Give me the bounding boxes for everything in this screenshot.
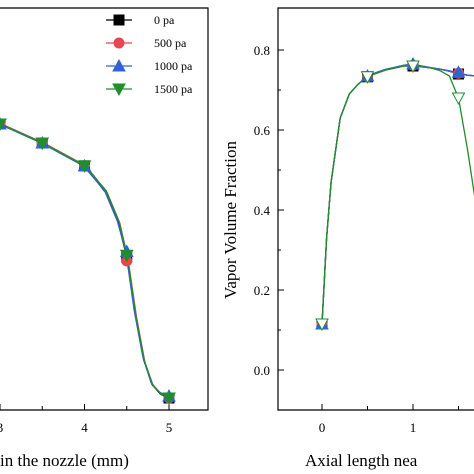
left-x-tick-label: 3 xyxy=(0,420,3,435)
right-data-point xyxy=(360,71,375,84)
right-series-line xyxy=(321,63,474,325)
left-data-point xyxy=(119,249,134,263)
left-data-point xyxy=(162,392,176,406)
right-plot-area xyxy=(315,56,474,332)
left-x-tick-label: 4 xyxy=(81,420,88,435)
right-axes-frame xyxy=(277,7,474,411)
right-y-tick-label: 0.6 xyxy=(254,123,271,138)
legend-label: 1000 pa xyxy=(154,59,193,73)
left-panel: 3 4 5 in the nozzle (mm) 0 pa 500 pa 1000 pa 15… xyxy=(0,7,209,470)
right-panel: 0.0 0.2 0.4 0.6 0.8 0 1 Axial length nea Vapor V… xyxy=(221,7,474,470)
left-data-point xyxy=(35,137,50,151)
legend-marker xyxy=(113,37,125,49)
right-data-point xyxy=(406,60,420,74)
right-series-line xyxy=(321,64,474,325)
legend-marker xyxy=(112,58,126,72)
left-data-point xyxy=(77,160,92,173)
left-x-tick-label: 5 xyxy=(166,420,173,435)
left-data-point xyxy=(0,118,7,132)
right-y-tick-label: 0.2 xyxy=(254,283,270,298)
right-data-point xyxy=(451,65,466,78)
legend-marker xyxy=(113,14,125,26)
right-x-axis-title: Axial length nea xyxy=(305,451,418,470)
right-y-axis-title: Vapor Volume Fraction xyxy=(221,140,240,299)
legend-label: 500 pa xyxy=(154,36,187,50)
right-series-line xyxy=(321,65,474,325)
left-x-axis-title: in the nozzle (mm) xyxy=(0,451,129,470)
right-data-point xyxy=(315,318,329,332)
right-y-tick-label: 0.0 xyxy=(254,363,270,378)
right-x-tick-label: 0 xyxy=(319,420,326,435)
legend-label: 0 pa xyxy=(154,13,175,27)
right-y-tick-label: 0.8 xyxy=(254,43,270,58)
legend-label: 1500 pa xyxy=(154,82,193,96)
legend-marker xyxy=(112,83,126,97)
right-x-tick-label: 1 xyxy=(410,420,417,435)
left-axes-frame xyxy=(0,7,209,411)
right-data-point xyxy=(451,92,466,106)
right-y-tick-label: 0.4 xyxy=(254,203,271,218)
